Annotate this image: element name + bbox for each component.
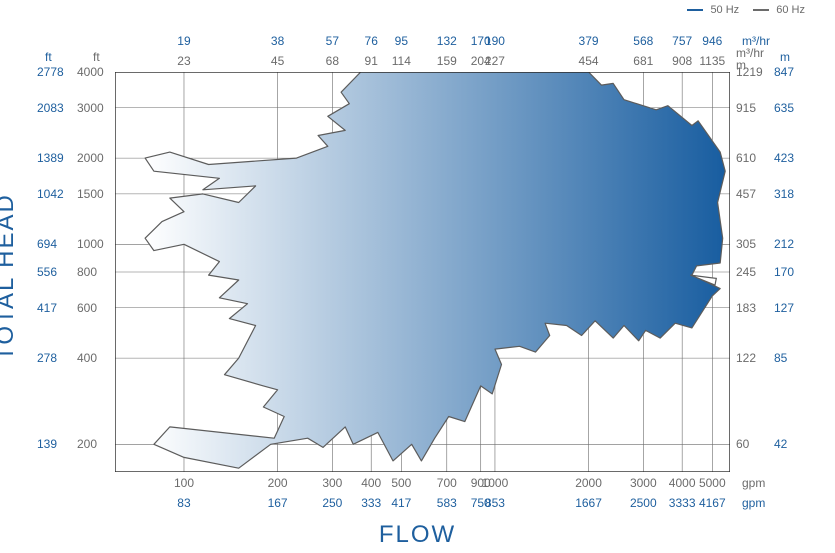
tick-label: 60 xyxy=(736,437,749,451)
tick-label: 1389 xyxy=(37,151,64,165)
tick-label: 1135 xyxy=(699,54,725,68)
tick-label: 1667 xyxy=(575,496,602,510)
plot-area xyxy=(115,72,730,472)
tick-label: 95 xyxy=(395,34,408,48)
tick-label: 423 xyxy=(774,151,794,165)
tick-label: 300 xyxy=(322,476,342,490)
legend-swatch-60hz xyxy=(753,9,769,11)
legend-label: 50 Hz xyxy=(710,4,739,16)
tick-label: 305 xyxy=(736,237,756,251)
tick-label: 38 xyxy=(271,34,284,48)
tick-label: 139 xyxy=(37,437,57,451)
tick-label: 757 xyxy=(672,34,692,48)
y-axis-title: TOTAL HEAD xyxy=(0,193,20,361)
tick-label: 57 xyxy=(326,34,339,48)
tick-label: 556 xyxy=(37,265,57,279)
tick-label: 500 xyxy=(391,476,411,490)
tick-label: 3000 xyxy=(77,101,104,115)
tick-label: 127 xyxy=(774,301,794,315)
tick-label: 227 xyxy=(485,54,505,68)
tick-label: 400 xyxy=(361,476,381,490)
tick-label: 2778 xyxy=(37,65,64,79)
tick-label: 170 xyxy=(774,265,794,279)
axis-unit-label: ft xyxy=(45,50,52,64)
tick-label: 100 xyxy=(174,476,194,490)
tick-label: 85 xyxy=(774,351,787,365)
tick-label: 946 xyxy=(702,34,722,48)
tick-label: 694 xyxy=(37,237,57,251)
tick-label: 800 xyxy=(77,265,97,279)
tick-label: 114 xyxy=(392,54,411,68)
tick-label: 278 xyxy=(37,351,57,365)
tick-label: 2000 xyxy=(77,151,104,165)
tick-label: 400 xyxy=(77,351,97,365)
tick-label: 379 xyxy=(579,34,599,48)
axis-unit-label: m xyxy=(780,50,790,64)
tick-label: 68 xyxy=(326,54,339,68)
axis-unit-label: m xyxy=(736,58,746,72)
tick-label: 4000 xyxy=(669,476,696,490)
tick-label: 45 xyxy=(271,54,284,68)
legend-item: 60 Hz xyxy=(753,4,805,16)
tick-label: 91 xyxy=(365,54,378,68)
legend-swatch-50hz xyxy=(687,9,703,11)
tick-label: 700 xyxy=(437,476,457,490)
tick-label: 2083 xyxy=(37,101,64,115)
tick-label: 318 xyxy=(774,187,794,201)
tick-label: 1042 xyxy=(37,187,64,201)
tick-label: 23 xyxy=(177,54,190,68)
tick-label: 200 xyxy=(268,476,288,490)
tick-label: 610 xyxy=(736,151,756,165)
tick-label: 250 xyxy=(322,496,342,510)
tick-label: 853 xyxy=(485,496,505,510)
tick-label: 600 xyxy=(77,301,97,315)
tick-label: 83 xyxy=(177,496,190,510)
legend: 50 Hz 60 Hz xyxy=(687,4,805,16)
tick-label: 122 xyxy=(736,351,756,365)
tick-label: 3000 xyxy=(630,476,657,490)
tick-label: 76 xyxy=(365,34,378,48)
tick-label: 635 xyxy=(774,101,794,115)
legend-label: 60 Hz xyxy=(776,4,805,16)
axis-unit-label: m³/hr xyxy=(742,34,770,48)
tick-label: 5000 xyxy=(699,476,726,490)
tick-label: 908 xyxy=(672,54,692,68)
tick-label: 915 xyxy=(736,101,756,115)
tick-label: 3333 xyxy=(669,496,696,510)
tick-label: 583 xyxy=(437,496,457,510)
tick-label: 1000 xyxy=(77,237,104,251)
tick-label: 212 xyxy=(774,237,794,251)
tick-label: 568 xyxy=(633,34,653,48)
tick-label: 2000 xyxy=(575,476,602,490)
tick-label: 1000 xyxy=(482,476,509,490)
tick-label: 132 xyxy=(437,34,457,48)
tick-label: 2500 xyxy=(630,496,657,510)
tick-label: 417 xyxy=(391,496,411,510)
tick-label: 42 xyxy=(774,437,787,451)
tick-label: 417 xyxy=(37,301,57,315)
axis-unit-label: ft xyxy=(93,50,100,64)
tick-label: 183 xyxy=(736,301,756,315)
tick-label: 4000 xyxy=(77,65,104,79)
legend-item: 50 Hz xyxy=(687,4,739,16)
tick-label: 19 xyxy=(177,34,190,48)
axis-unit-label: gpm xyxy=(742,496,765,510)
axis-unit-label: gpm xyxy=(742,476,765,490)
tick-label: 454 xyxy=(579,54,599,68)
tick-label: 333 xyxy=(361,496,381,510)
tick-label: 847 xyxy=(774,65,794,79)
x-axis-title: FLOW xyxy=(379,521,456,549)
tick-label: 159 xyxy=(437,54,457,68)
axis-unit-label: m³/hr xyxy=(736,46,764,60)
tick-label: 167 xyxy=(268,496,288,510)
tick-label: 245 xyxy=(736,265,756,279)
pump-range-chart: 50 Hz 60 Hz TOTAL HEAD FLOW 200 400 600 800… xyxy=(0,0,835,553)
tick-label: 681 xyxy=(633,54,653,68)
tick-label: 457 xyxy=(736,187,756,201)
tick-label: 200 xyxy=(77,437,97,451)
tick-label: 190 xyxy=(485,34,505,48)
tick-label: 1500 xyxy=(77,187,104,201)
tick-label: 4167 xyxy=(699,496,726,510)
